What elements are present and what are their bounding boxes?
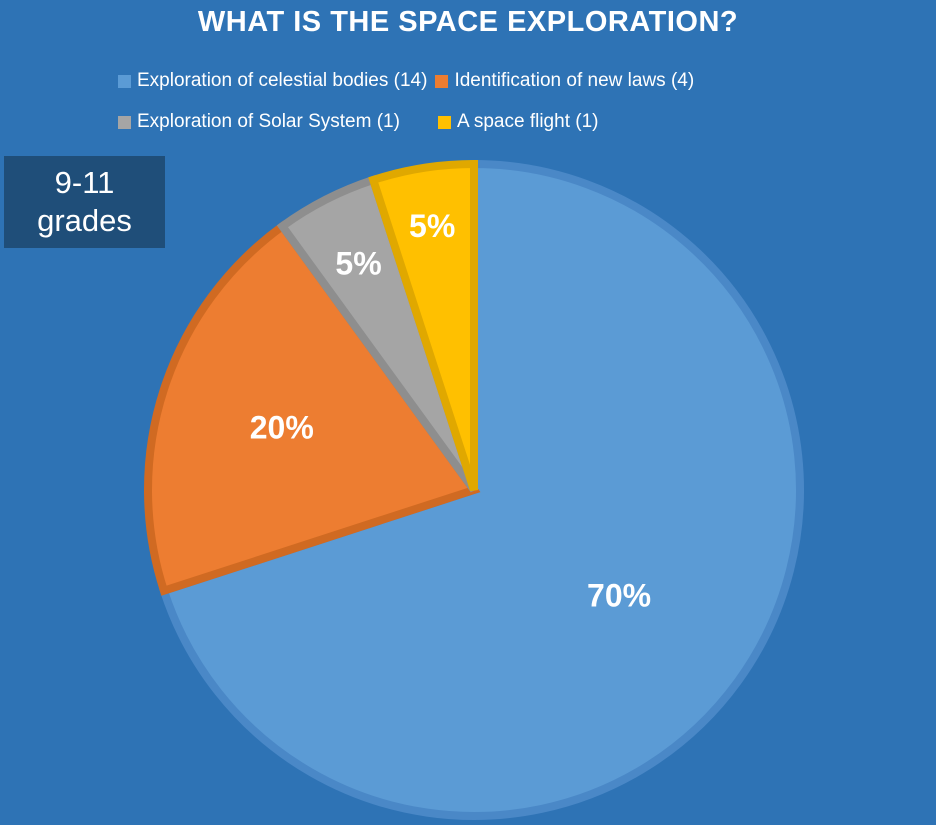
- slice-celestial-bodies-label: 70%: [587, 577, 651, 613]
- legend-item-space-flight: A space flight (1): [437, 111, 599, 133]
- slice-new-laws-label: 20%: [250, 410, 314, 446]
- grade-badge: 9-11 grades: [4, 156, 165, 248]
- chart-title: WHAT IS THE SPACE EXPLORATION?: [197, 6, 739, 38]
- badge-line-2: grades: [37, 203, 132, 238]
- legend-row-1: Exploration of celestial bodies (14) Ide…: [118, 70, 694, 92]
- legend-swatch: [437, 115, 451, 129]
- legend-swatch: [435, 74, 449, 88]
- slice-new-laws: [144, 220, 481, 596]
- legend-label: Exploration of celestial bodies (14): [137, 70, 428, 91]
- legend-label: Exploration of Solar System (1): [137, 111, 400, 132]
- legend-item-celestial-bodies: Exploration of celestial bodies (14): [118, 70, 427, 92]
- legend-label: Identification of new laws (4): [454, 70, 695, 91]
- slice-celestial-bodies: [158, 159, 804, 820]
- legend-item-solar-system: Exploration of Solar System (1): [118, 111, 400, 133]
- legend-item-new-laws: Identification of new laws (4): [435, 70, 694, 92]
- legend-label: A space flight (1): [456, 111, 599, 132]
- legend-swatch: [118, 74, 131, 88]
- slice-space-flight-label: 5%: [409, 208, 455, 244]
- legend-swatch: [118, 115, 131, 129]
- slice-space-flight: [368, 159, 478, 492]
- legend-row-2: Exploration of Solar System (1) A space …: [118, 111, 598, 133]
- badge-line-1: 9-11: [54, 165, 115, 200]
- slice-solar-system-label: 5%: [335, 245, 381, 281]
